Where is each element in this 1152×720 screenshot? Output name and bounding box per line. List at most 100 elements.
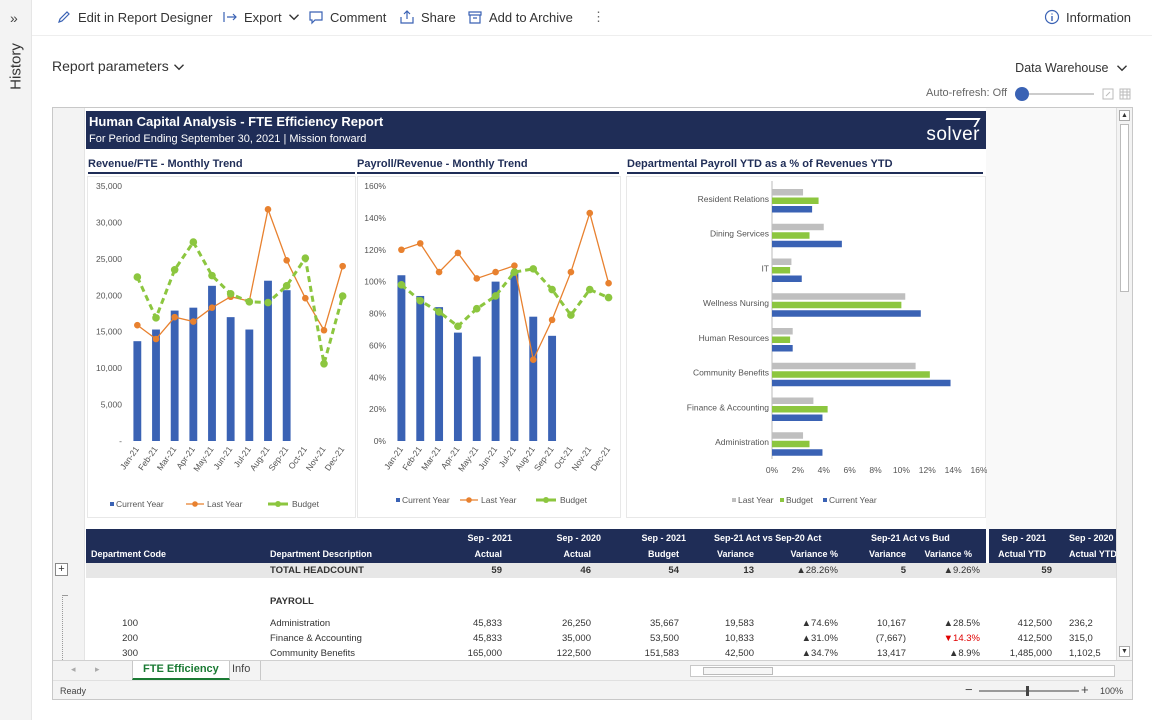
point-last-year: [302, 294, 309, 302]
point-last-year: [283, 257, 290, 264]
point-budget: [133, 273, 142, 281]
point-budget: [189, 238, 198, 246]
chart1-title: Revenue/FTE - Monthly Trend: [88, 158, 355, 174]
header-g2-variance-pct: Variance %: [924, 549, 972, 559]
point-budget: [301, 254, 310, 262]
header-group-act-vs-bud: Sep-21 Act vs Bud: [871, 533, 950, 543]
chart2-title: Payroll/Revenue - Monthly Trend: [357, 158, 619, 174]
line-last-year: [401, 210, 610, 362]
add-to-archive-button[interactable]: Add to Archive: [467, 9, 573, 25]
bar-budget: [772, 232, 810, 239]
expand-history-icon[interactable]: »: [10, 10, 18, 26]
expand-icon[interactable]: [1102, 88, 1114, 100]
x-tick-label: 12%: [919, 465, 936, 475]
horizontal-scrollbar[interactable]: [690, 665, 1115, 677]
spreadsheet-viewer: + Human Capital Analysis - FTE Efficienc…: [52, 107, 1133, 700]
scroll-thumb[interactable]: [1120, 124, 1129, 292]
header-dept-code: Department Code: [91, 549, 167, 559]
header-col1-period: Sep - 2021: [467, 533, 512, 543]
row-actual: 165,000: [467, 648, 502, 659]
grid-icon[interactable]: [1119, 88, 1131, 100]
table-row: 100 Administration 45,833 26,250 35,667 …: [86, 618, 1117, 633]
export-button[interactable]: Export: [222, 9, 300, 25]
zoom-out-button[interactable]: −: [965, 682, 973, 697]
share-label: Share: [421, 9, 456, 25]
total-pct2: ▲9.26%: [943, 565, 980, 576]
status-bar: Ready − + 100%: [53, 680, 1132, 699]
solver-logo: solver: [926, 124, 980, 145]
tab-info[interactable]: Info: [222, 661, 262, 680]
category-label: Human Resources: [699, 333, 769, 343]
expand-group-button[interactable]: +: [55, 563, 68, 576]
point-last-year: [416, 240, 424, 247]
y-tick-label: 35,000: [96, 181, 122, 191]
payroll-section-label: PAYROLL: [270, 596, 314, 607]
more-options-icon[interactable]: ⋮: [592, 9, 605, 24]
bar-current-year: [435, 307, 444, 441]
point-last-year: [567, 268, 575, 276]
x-tick-label: Jun-21: [476, 444, 499, 471]
row-var1: 10,833: [724, 633, 754, 644]
header-col3-type: Budget: [648, 549, 679, 559]
point-last-year: [473, 275, 481, 282]
information-button[interactable]: Information: [1044, 9, 1131, 25]
bar-current-year: [472, 356, 481, 441]
bar-last-year: [772, 397, 814, 404]
bar-current-year: [510, 272, 519, 441]
total-budget: 54: [668, 565, 679, 576]
bar-budget: [772, 406, 828, 413]
bar-last-year: [772, 328, 793, 335]
x-tick-label: Jun-21: [211, 444, 234, 471]
x-tick-label: Mar-21: [419, 444, 443, 472]
bar-current-year: [397, 275, 406, 441]
point-last-year: [190, 318, 197, 325]
bar-current-year: [133, 341, 142, 441]
scroll-up-arrow[interactable]: ▲: [1119, 110, 1130, 121]
history-label[interactable]: History: [7, 43, 25, 90]
bar-last-year: [772, 362, 916, 370]
edit-in-report-designer-button[interactable]: Edit in Report Designer: [56, 9, 212, 25]
zoom-in-button[interactable]: +: [1081, 682, 1089, 697]
data-source-dropdown[interactable]: Data Warehouse: [1015, 61, 1128, 75]
outline-bracket: [62, 595, 68, 660]
y-tick-label: 25,000: [96, 254, 122, 264]
report-parameters-toggle[interactable]: Report parameters: [52, 58, 185, 74]
tab-fte-efficiency[interactable]: FTE Efficiency: [132, 661, 230, 680]
auto-refresh-toggle[interactable]: [1014, 87, 1096, 101]
report-title: Human Capital Analysis - FTE Efficiency …: [89, 114, 384, 129]
toolbar: Edit in Report Designer Export Comment S…: [32, 0, 1152, 36]
y-tick-label: 5,000: [101, 400, 123, 410]
x-tick-label: May-21: [191, 444, 216, 473]
x-tick-label: 2%: [792, 465, 805, 475]
next-sheet-icon[interactable]: ▸: [95, 664, 100, 674]
bar-current-year: [226, 317, 235, 441]
comment-button[interactable]: Comment: [308, 9, 386, 25]
chevron-down-icon: [1117, 65, 1127, 72]
point-last-year: [529, 356, 537, 364]
total-var1: 13: [743, 565, 754, 576]
export-icon: [223, 12, 237, 22]
point-last-year: [264, 206, 272, 213]
bar-last-year: [772, 189, 804, 196]
point-budget: [170, 265, 179, 274]
row-ytd: 412,500: [1017, 618, 1052, 629]
point-budget: [416, 296, 425, 305]
zoom-slider[interactable]: [979, 686, 1079, 696]
row-code: 200: [122, 633, 138, 644]
chart3-panel: 0% 2% 4% 6% 8% 10% 12% 14% 16% Resident Relations…: [626, 176, 988, 518]
hscroll-thumb[interactable]: [703, 667, 773, 675]
category-label: Administration: [715, 437, 769, 447]
total-prior: 46: [580, 565, 591, 576]
point-last-year: [208, 304, 216, 311]
report-parameters-label: Report parameters: [52, 58, 169, 74]
zoom-thumb[interactable]: [1026, 686, 1029, 696]
bar-current-year: [170, 310, 179, 441]
header-ytd1-type: Actual YTD: [998, 549, 1046, 559]
table-header-ytd: [989, 529, 1117, 563]
point-budget: [510, 268, 519, 276]
scroll-down-arrow[interactable]: ▼: [1119, 646, 1130, 657]
vertical-scrollbar[interactable]: ▲ ▼: [1116, 108, 1132, 660]
point-budget: [529, 265, 538, 273]
share-button[interactable]: Share: [399, 9, 456, 25]
prev-sheet-icon[interactable]: ◂: [71, 664, 76, 674]
